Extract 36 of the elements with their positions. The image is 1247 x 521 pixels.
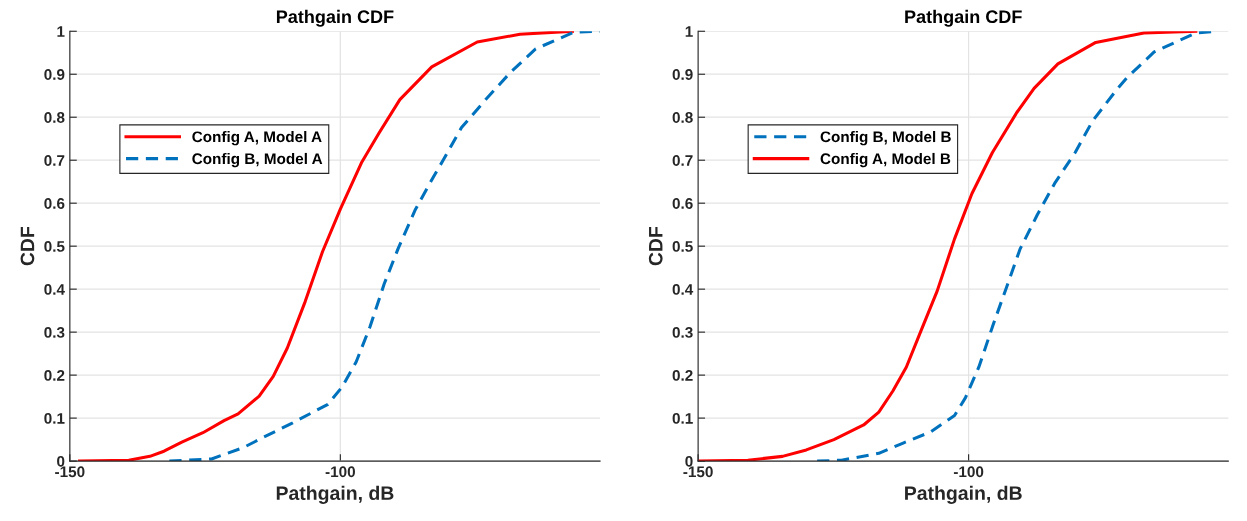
- y-tick-label: 0.5: [44, 241, 65, 252]
- x-axis-title: Pathgain, dB: [905, 485, 1022, 504]
- y-tick-label: 0.8: [44, 112, 65, 123]
- y-tick-label: 0.3: [44, 327, 65, 338]
- y-tick-label: 0.2: [672, 369, 693, 381]
- x-tick-label: -150: [683, 466, 713, 478]
- y-tick-label: 0.3: [672, 327, 693, 338]
- y-axis-title: CDF: [20, 226, 35, 266]
- y-tick-label: 0: [57, 455, 65, 467]
- x-axis-title: Pathgain, dB: [276, 485, 394, 504]
- y-tick-label: 0.9: [44, 69, 65, 80]
- y-tick-label: 1: [685, 26, 693, 37]
- y-tick-label: 0.1: [672, 412, 693, 424]
- x-tick-label: -100: [325, 466, 355, 478]
- y-tick-label: 0.7: [672, 155, 693, 166]
- chart-title: Pathgain CDF: [276, 9, 394, 27]
- y-tick-label: 0.1: [44, 412, 65, 424]
- y-tick-label: 0.8: [672, 112, 693, 123]
- y-tick-label: 0.4: [672, 284, 694, 295]
- chart-title: Pathgain CDF: [905, 9, 1022, 27]
- y-tick-label: 0: [685, 455, 693, 467]
- x-tick-label: -150: [55, 466, 85, 478]
- y-tick-label: 0.2: [44, 369, 65, 381]
- y-tick-label: 0.4: [44, 284, 65, 295]
- y-tick-label: 1: [57, 26, 65, 37]
- y-tick-label: 0.6: [44, 198, 65, 209]
- y-tick-label: 0.6: [672, 198, 693, 209]
- x-tick-label: -100: [953, 466, 984, 478]
- legend-label: Config A, Model B: [820, 152, 951, 168]
- y-tick-label: 0.7: [44, 155, 65, 166]
- y-tick-label: 0.5: [672, 241, 693, 252]
- legend-label: Config B, Model A: [192, 152, 323, 168]
- legend-label: Config B, Model B: [820, 130, 951, 146]
- legend-label: Config A, Model A: [192, 130, 322, 146]
- y-axis-title: CDF: [648, 226, 663, 266]
- y-tick-label: 0.9: [672, 69, 693, 80]
